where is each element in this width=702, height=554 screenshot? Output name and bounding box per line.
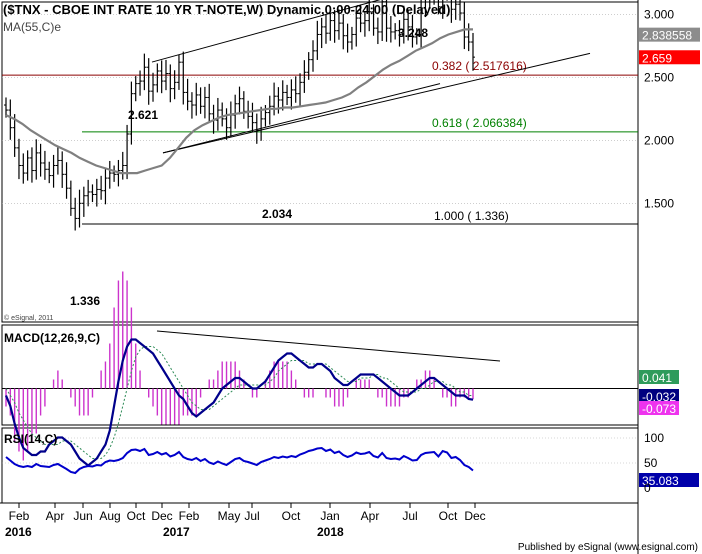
- swing-label: 2.621: [128, 108, 158, 122]
- rsi-legend: RSI(14,C): [4, 432, 57, 446]
- axis-ticks: 1.5002.0002.5003.0003.500050100FebAprJun…: [0, 7, 674, 539]
- x-tick-label: Apr: [46, 509, 65, 523]
- fib-label: 0.618 ( 2.066384): [432, 116, 527, 130]
- rsi-tag-label: 35.083: [642, 474, 679, 488]
- chart-labels: 1.336 2.621 2.034 3.248 MACD(12,26,9,C) RSI(1…: [4, 26, 428, 446]
- rsi-tick-label: 0: [644, 481, 651, 495]
- macd-legend: MACD(12,26,9,C): [4, 331, 100, 345]
- price-tag-box: [639, 27, 700, 42]
- rsi-tick-label: 100: [644, 431, 664, 445]
- fibonacci-levels: 0.000 ( 3.248)0.382 ( 2.517616)0.618 ( 2…: [2, 59, 638, 225]
- chart-title: ($TNX - CBOE INT RATE 10 YR T-NOTE,W) Dy…: [3, 2, 450, 17]
- swing-label: 1.336: [70, 294, 100, 308]
- x-tick-label: Dec: [464, 509, 485, 523]
- swing-label: 3.248: [398, 26, 428, 40]
- x-tick-label: Oct: [282, 509, 301, 523]
- macd-trendline: [156, 330, 501, 362]
- macd-tag-box: [639, 389, 679, 403]
- ma-legend: MA(55,C)e: [3, 20, 61, 34]
- macd-lines: [4, 330, 501, 467]
- axis-tags: 2.838558 2.659 0.041 -0.032-0.073 35.083: [639, 27, 700, 488]
- price-tag-label: 2.838558: [642, 29, 692, 43]
- macd-tag-label: 0.041: [642, 371, 672, 385]
- channel-line: [151, 0, 381, 63]
- x-tick-label: Jan: [320, 509, 339, 523]
- rsi-tick-label: 50: [644, 456, 658, 470]
- esignal-credit: © eSignal, 2011: [4, 314, 54, 322]
- price-tick-label: 1.500: [644, 196, 674, 210]
- macd-tag-box: [639, 401, 679, 415]
- rsi-line-path: [5, 446, 474, 475]
- channel-line: [162, 52, 591, 154]
- x-tick-label: Feb: [9, 509, 30, 523]
- year-label: 2018: [317, 525, 344, 539]
- fib-label: 0.382 ( 2.517616): [432, 59, 527, 73]
- x-tick-label: Oct: [439, 509, 458, 523]
- price-tick-label: 2.500: [644, 70, 674, 84]
- macd-tag-label: -0.032: [642, 390, 676, 404]
- price-tag-label: 2.659: [642, 51, 672, 65]
- year-label: 2017: [163, 525, 190, 539]
- swing-label: 2.034: [262, 207, 292, 221]
- fib-label: 1.000 ( 1.336): [434, 209, 509, 223]
- x-tick-label: Feb: [179, 509, 200, 523]
- x-tick-label: Jun: [73, 509, 92, 523]
- rsi-tag-box: [639, 473, 699, 487]
- macd-tag-label: -0.073: [642, 402, 676, 416]
- year-label: 2016: [5, 525, 32, 539]
- macd-histogram: [5, 271, 474, 461]
- panel-frames: [1, 0, 639, 554]
- price-tag-box: [639, 50, 700, 65]
- signal-line: [5, 346, 473, 459]
- ma-line: [5, 28, 473, 175]
- moving-average: [5, 28, 473, 175]
- price-panel-frame: [1, 1, 639, 323]
- channel-line: [162, 83, 441, 154]
- price-tick-label: 3.000: [644, 7, 674, 21]
- x-tick-label: Dec: [151, 509, 172, 523]
- x-tick-label: Aug: [99, 509, 120, 523]
- x-tick-label: Apr: [361, 509, 380, 523]
- x-tick-label: Jul: [244, 509, 259, 523]
- x-tick-label: Jul: [402, 509, 417, 523]
- macd-tag-box: [639, 370, 679, 384]
- footer-credit: Published by eSignal (www.esignal.com): [518, 542, 698, 553]
- trend-channel: [151, 0, 591, 154]
- x-tick-label: Oct: [127, 509, 146, 523]
- grid-lines: [2, 14, 638, 464]
- rsi-line: [5, 446, 474, 475]
- macd-line: [4, 338, 474, 467]
- price-tick-label: 2.000: [644, 133, 674, 147]
- x-tick-label: May: [218, 509, 241, 523]
